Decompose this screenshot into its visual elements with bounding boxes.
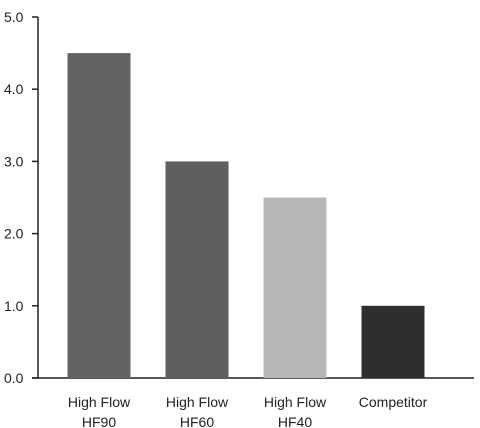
bar xyxy=(361,305,425,378)
x-category-label: High Flow xyxy=(264,394,327,410)
bar xyxy=(165,161,229,378)
bar xyxy=(263,197,327,378)
y-tick-label: 2.0 xyxy=(4,226,24,242)
y-ticks: 0.0 1.0 2.0 3.0 4.0 5.0 xyxy=(4,9,38,386)
x-category-label: HF40 xyxy=(278,414,312,428)
y-tick-label: 0.0 xyxy=(4,370,24,386)
y-tick-label: 4.0 xyxy=(4,81,24,97)
x-labels: High Flow HF90 High Flow HF60 High Flow HF40 C… xyxy=(68,394,428,428)
bar xyxy=(67,53,131,378)
y-axis: 0.0 1.0 2.0 3.0 4.0 5.0 xyxy=(4,9,39,386)
y-tick-label: 3.0 xyxy=(4,153,24,169)
y-tick-label: 1.0 xyxy=(4,298,24,314)
x-category-label: High Flow xyxy=(68,394,131,410)
x-category-label: Competitor xyxy=(359,394,428,410)
bars xyxy=(67,53,425,378)
x-category-label: HF90 xyxy=(82,414,116,428)
x-category-label: High Flow xyxy=(166,394,229,410)
y-tick-label: 5.0 xyxy=(4,9,24,25)
x-category-label: HF60 xyxy=(180,414,214,428)
